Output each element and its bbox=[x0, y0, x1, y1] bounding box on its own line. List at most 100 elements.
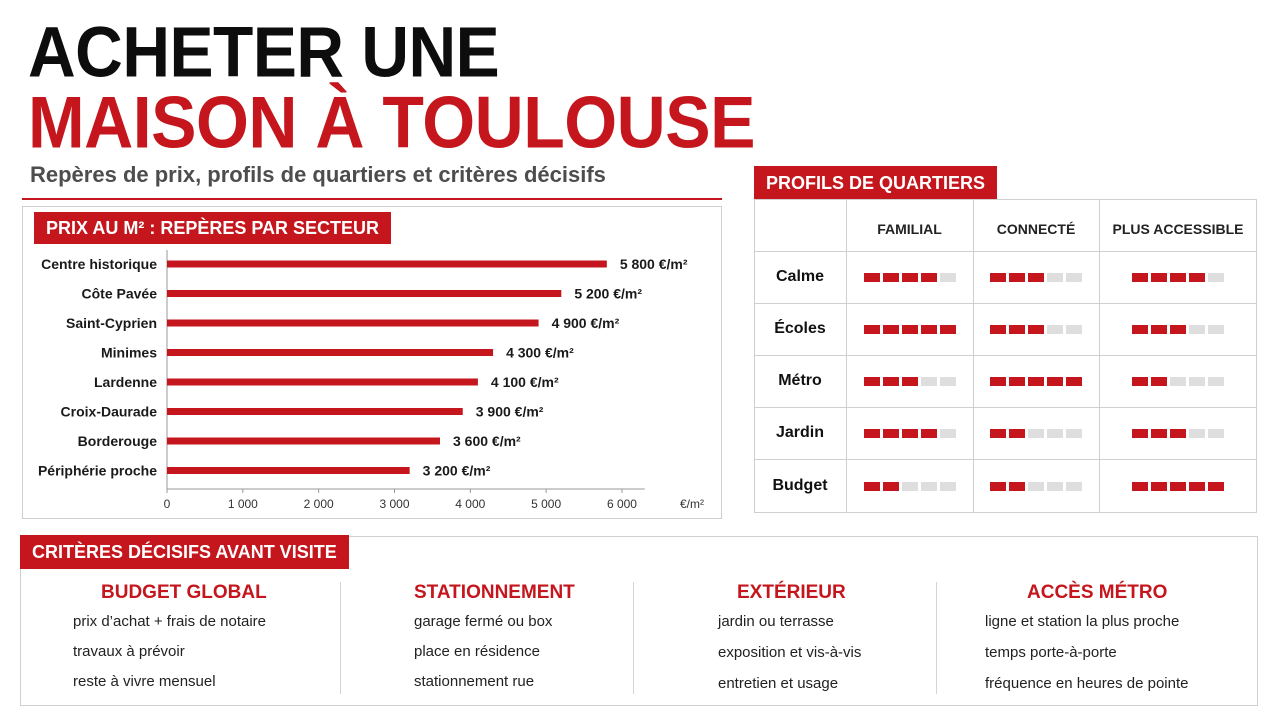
score-pip-empty bbox=[939, 428, 956, 438]
score-cell bbox=[846, 459, 973, 513]
score-pip-filled bbox=[920, 428, 937, 438]
score-pip-empty bbox=[1170, 376, 1186, 386]
score-pip-empty bbox=[1047, 481, 1063, 491]
score-pip-filled bbox=[990, 428, 1006, 438]
criteria-item: entretien et usage bbox=[718, 675, 839, 692]
score-pip-empty bbox=[1066, 272, 1082, 282]
title-line-2: MAISON À TOULOUSE bbox=[28, 81, 755, 164]
category-label: Lardenne bbox=[94, 374, 157, 390]
criteria-item: ligne et station la plus proche bbox=[985, 613, 1180, 630]
score-pip-filled bbox=[863, 428, 880, 438]
score-pip-filled bbox=[1170, 481, 1186, 491]
x-tick-label: 4 000 bbox=[455, 497, 485, 511]
score-pip-filled bbox=[939, 324, 956, 334]
x-tick-label: 2 000 bbox=[304, 497, 334, 511]
score-pip-filled bbox=[901, 272, 918, 282]
score-pip-filled bbox=[1009, 324, 1025, 334]
score-pip-filled bbox=[1151, 324, 1167, 334]
criteria-item: fréquence en heures de pointe bbox=[985, 675, 1189, 692]
score-pip-filled bbox=[1132, 324, 1148, 334]
score-pip-filled bbox=[1009, 481, 1025, 491]
score-meter bbox=[1132, 376, 1224, 386]
score-pip-empty bbox=[1066, 481, 1082, 491]
criteria-item: stationnement rue bbox=[414, 673, 535, 690]
score-pip-empty bbox=[920, 376, 937, 386]
score-pip-filled bbox=[882, 324, 899, 334]
table-column-header: PLUS ACCESSIBLE bbox=[1112, 221, 1244, 237]
score-pip-empty bbox=[1189, 324, 1205, 334]
price-bar bbox=[167, 319, 539, 327]
score-pip-filled bbox=[863, 324, 880, 334]
score-pip-filled bbox=[990, 481, 1006, 491]
table-col-line bbox=[1099, 199, 1100, 513]
table-column-header: FAMILIAL bbox=[877, 221, 942, 237]
score-pip-empty bbox=[1189, 428, 1205, 438]
criteria-title-metro: ACCÈS MÉTRO bbox=[1027, 582, 1168, 603]
score-pip-filled bbox=[1028, 324, 1044, 334]
table-row-line bbox=[754, 407, 1257, 408]
criteria-title-parking: STATIONNEMENT bbox=[414, 582, 575, 603]
score-cell bbox=[1099, 459, 1257, 513]
value-label: 3 600 €/m² bbox=[453, 433, 521, 449]
category-label: Saint-Cyprien bbox=[66, 315, 157, 331]
price-bar bbox=[167, 260, 607, 268]
price-bar bbox=[167, 467, 410, 474]
score-pip-filled bbox=[1208, 481, 1224, 491]
score-pip-filled bbox=[1151, 428, 1167, 438]
price-bar bbox=[167, 408, 463, 415]
score-meter bbox=[863, 324, 956, 334]
score-pip-filled bbox=[882, 481, 899, 491]
score-pip-empty bbox=[1208, 324, 1224, 334]
value-label: 5 800 €/m² bbox=[620, 256, 688, 272]
score-pip-filled bbox=[863, 272, 880, 282]
score-cell bbox=[1099, 355, 1257, 407]
score-pip-filled bbox=[1009, 376, 1025, 386]
subtitle-divider bbox=[22, 198, 722, 200]
title-line-1: ACHETER UNE bbox=[28, 11, 500, 92]
score-cell bbox=[973, 355, 1099, 407]
score-pip-filled bbox=[882, 376, 899, 386]
criteria-title-exterior: EXTÉRIEUR bbox=[737, 582, 846, 603]
score-meter bbox=[990, 324, 1082, 334]
table-row-line bbox=[754, 251, 1257, 252]
score-pip-empty bbox=[1028, 428, 1044, 438]
score-pip-empty bbox=[1028, 481, 1044, 491]
category-label: Croix-Daurade bbox=[61, 404, 158, 420]
score-pip-empty bbox=[1208, 376, 1224, 386]
value-label: 4 900 €/m² bbox=[552, 315, 620, 331]
subtitle: Repères de prix, profils de quartiers et… bbox=[30, 162, 606, 187]
criteria-item: garage fermé ou box bbox=[414, 613, 553, 630]
category-label: Minimes bbox=[101, 345, 157, 361]
x-tick-label: 3 000 bbox=[379, 497, 409, 511]
score-meter bbox=[863, 428, 956, 438]
category-label: Borderouge bbox=[78, 433, 158, 449]
score-pip-filled bbox=[1151, 272, 1167, 282]
score-pip-empty bbox=[939, 481, 956, 491]
profiles-table: FAMILIAL CONNECTÉ PLUS ACCESSIBLE Calme Écol… bbox=[754, 199, 1257, 513]
price-section-chip: PRIX AU M² : REPÈRES PAR SECTEUR bbox=[34, 212, 392, 244]
score-pip-filled bbox=[1028, 376, 1044, 386]
score-pip-filled bbox=[1132, 376, 1148, 386]
table-row-label: Écoles bbox=[774, 320, 826, 337]
score-pip-filled bbox=[1170, 428, 1186, 438]
score-pip-empty bbox=[1189, 376, 1205, 386]
x-tick-label: 1 000 bbox=[228, 497, 258, 511]
table-row-label: Jardin bbox=[775, 424, 824, 441]
score-pip-empty bbox=[1208, 428, 1224, 438]
table-col-line bbox=[973, 199, 974, 513]
score-meter bbox=[990, 272, 1082, 282]
score-meter bbox=[1132, 272, 1224, 282]
x-unit-label: €/m² bbox=[680, 497, 704, 511]
score-meter bbox=[863, 272, 956, 282]
score-pip-empty bbox=[1066, 428, 1082, 438]
score-pip-filled bbox=[1189, 481, 1205, 491]
score-pip-empty bbox=[1208, 272, 1224, 282]
score-pip-filled bbox=[1170, 324, 1186, 334]
score-pip-filled bbox=[1132, 272, 1148, 282]
score-pip-filled bbox=[1151, 376, 1167, 386]
score-pip-empty bbox=[1047, 428, 1063, 438]
score-cell bbox=[846, 407, 973, 459]
score-pip-filled bbox=[1189, 272, 1205, 282]
score-pip-filled bbox=[990, 324, 1006, 334]
score-pip-empty bbox=[901, 481, 918, 491]
